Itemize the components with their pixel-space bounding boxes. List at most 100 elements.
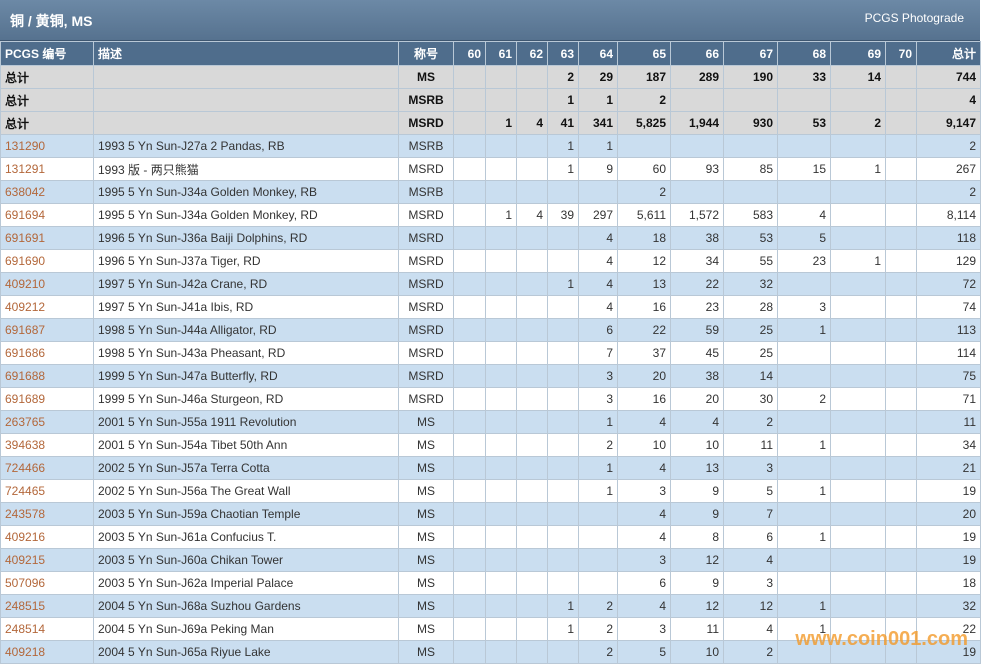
cell: 1998 5 Yn Sun-J44a Alligator, RD (93, 318, 399, 342)
cell: 23 (670, 295, 724, 319)
cell: 1993 版 - 两只熊猫 (93, 157, 399, 181)
column-header: 64 (578, 41, 618, 66)
cell (453, 295, 486, 319)
data-row: 691688 1999 5 Yn Sun-J47a Butterfly, RD MS… (0, 364, 981, 388)
cell (777, 180, 831, 204)
cell: 32 (723, 272, 778, 296)
cell: MSRD (398, 341, 454, 365)
cell (830, 410, 886, 434)
cell (723, 180, 778, 204)
cell (93, 111, 399, 135)
data-row: 691690 1996 5 Yn Sun-J37a Tiger, RD MSRD 4 1… (0, 249, 981, 273)
cell: 28 (723, 295, 778, 319)
cell: 691691 (0, 226, 94, 250)
cell: 20 (670, 387, 724, 411)
cell (547, 249, 579, 273)
cell: 4 (617, 594, 671, 618)
cell (485, 571, 517, 595)
summary-row: 总计 MS 2 29 187 289 190 33 14 744 (0, 65, 981, 89)
cell (777, 640, 831, 664)
cell: 1 (578, 88, 618, 112)
cell (453, 88, 486, 112)
cell: 5 (777, 226, 831, 250)
cell (830, 479, 886, 503)
cell: MSRD (398, 226, 454, 250)
cell: 409215 (0, 548, 94, 572)
cell (830, 341, 886, 365)
cell (777, 502, 831, 526)
cell (777, 272, 831, 296)
cell: 3 (723, 571, 778, 595)
cell: 691686 (0, 341, 94, 365)
cell (516, 479, 548, 503)
cell: 8 (670, 525, 724, 549)
cell: 131291 (0, 157, 94, 181)
cell: 1999 5 Yn Sun-J46a Sturgeon, RD (93, 387, 399, 411)
cell (885, 594, 917, 618)
cell: 3 (578, 387, 618, 411)
cell (777, 548, 831, 572)
cell (485, 640, 517, 664)
cell: 129 (916, 249, 981, 273)
cell: 1 (547, 594, 579, 618)
cell: 507096 (0, 571, 94, 595)
column-header: 68 (777, 41, 831, 66)
cell (885, 456, 917, 480)
cell: 114 (916, 341, 981, 365)
column-header: 69 (830, 41, 886, 66)
cell (723, 134, 778, 158)
data-row: 394638 2001 5 Yn Sun-J54a Tibet 50th Ann M… (0, 433, 981, 457)
cell: 总计 (0, 111, 94, 135)
cell: 5 (723, 479, 778, 503)
column-header: 60 (453, 41, 486, 66)
cell: 2001 5 Yn Sun-J55a 1911 Revolution (93, 410, 399, 434)
cell: 2003 5 Yn Sun-J62a Imperial Palace (93, 571, 399, 595)
cell (547, 341, 579, 365)
cell (453, 157, 486, 181)
cell: 71 (916, 387, 981, 411)
cell: 45 (670, 341, 724, 365)
watermark: www.coin001.com (795, 628, 968, 650)
cell: MSRD (398, 387, 454, 411)
cell: 38 (670, 364, 724, 388)
cell (516, 571, 548, 595)
cell: 13 (670, 456, 724, 480)
title: 铜 / 黄铜, MS (10, 13, 93, 29)
table: PCGS 编号 描述 称号 60 61 62 63 64 65 66 67 68 69 70 总计 总计 MS… (0, 41, 981, 664)
cell (830, 617, 886, 641)
cell: 总计 (0, 88, 94, 112)
cell: 23 (777, 249, 831, 273)
cell (885, 525, 917, 549)
cell: 4 (578, 226, 618, 250)
cell: MSRB (398, 134, 454, 158)
cell: MSRB (398, 88, 454, 112)
cell (485, 617, 517, 641)
cell: 2 (916, 134, 981, 158)
cell: 1 (547, 272, 579, 296)
cell: 1 (578, 134, 618, 158)
cell (485, 502, 517, 526)
cell: 118 (916, 226, 981, 250)
cell: 4 (516, 203, 548, 227)
cell (516, 226, 548, 250)
cell: 5 (617, 640, 671, 664)
cell (453, 272, 486, 296)
cell (777, 456, 831, 480)
cell (885, 134, 917, 158)
column-header: PCGS 编号 (0, 41, 94, 66)
cell (453, 111, 486, 135)
cell: 29 (578, 65, 618, 89)
cell: 3 (777, 295, 831, 319)
cell: MS (398, 571, 454, 595)
cell: 1 (777, 594, 831, 618)
cell: 744 (916, 65, 981, 89)
cell: 1993 5 Yn Sun-J27a 2 Pandas, RB (93, 134, 399, 158)
cell (547, 479, 579, 503)
cell (516, 341, 548, 365)
cell: 297 (578, 203, 618, 227)
cell (453, 640, 486, 664)
cell (516, 157, 548, 181)
cell: 2 (830, 111, 886, 135)
cell (670, 88, 724, 112)
cell: MSRD (398, 203, 454, 227)
